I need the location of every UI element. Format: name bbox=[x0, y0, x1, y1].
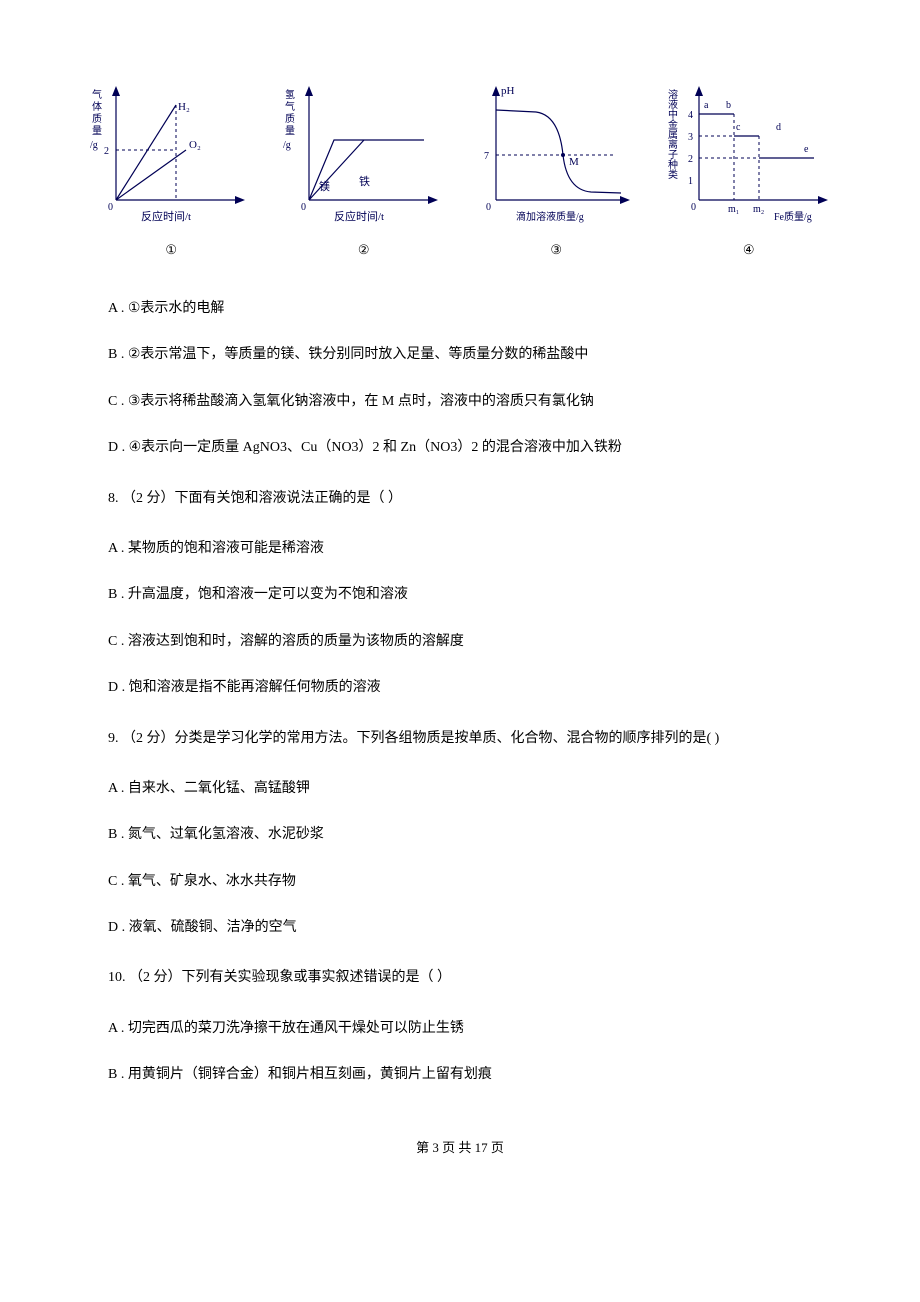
svg-text:M: M bbox=[569, 156, 579, 168]
q8-stem: 8. （2 分）下面有关饱和溶液说法正确的是（ ） bbox=[80, 488, 840, 510]
q9-stem: 9. （2 分）分类是学习化学的常用方法。下列各组物质是按单质、化合物、混合物的… bbox=[80, 728, 840, 750]
q9-option-b: B . 氮气、过氧化氢溶液、水泥砂浆 bbox=[80, 824, 840, 846]
q7-option-a: A . ①表示水的电解 bbox=[80, 298, 840, 320]
q9-option-d: D . 液氧、硫酸铜、洁净的空气 bbox=[80, 917, 840, 939]
q10-stem: 10. （2 分）下列有关实验现象或事实叙述错误的是（ ） bbox=[80, 967, 840, 989]
chart-3: pH 0 7 M 滴加溶液质量/g bbox=[471, 80, 641, 240]
svg-text:类: 类 bbox=[668, 168, 678, 181]
svg-text:量: 量 bbox=[285, 125, 295, 137]
svg-text:/g: /g bbox=[283, 140, 291, 151]
svg-text:m₁: m₁ bbox=[728, 204, 739, 215]
svg-text:体: 体 bbox=[92, 101, 102, 113]
q8-option-a: A . 某物质的饱和溶液可能是稀溶液 bbox=[80, 538, 840, 560]
chart-3-container: pH 0 7 M 滴加溶液质量/g ③ bbox=[465, 80, 648, 258]
chart-4-container: 溶 液 中 金 属 离 子 种 类 0 1 2 3 4 bbox=[658, 80, 841, 258]
q7-option-c: C . ③表示将稀盐酸滴入氢氧化钠溶液中，在 M 点时，溶液中的溶质只有氯化钠 bbox=[80, 391, 840, 413]
q8-option-d: D . 饱和溶液是指不能再溶解任何物质的溶液 bbox=[80, 677, 840, 699]
svg-text:气: 气 bbox=[285, 100, 295, 113]
charts-row: 气 体 质 量 /g 2 0 H₂ O₂ bbox=[80, 80, 840, 258]
question-10: 10. （2 分）下列有关实验现象或事实叙述错误的是（ ） A . 切完西瓜的菜… bbox=[80, 967, 840, 1086]
svg-text:量: 量 bbox=[92, 125, 102, 137]
svg-text:1: 1 bbox=[688, 176, 693, 187]
svg-text:4: 4 bbox=[688, 110, 693, 121]
chart-2-container: 氢 气 质 量 /g 0 镁 铁 反应时间/t ② bbox=[273, 80, 456, 258]
question-9: 9. （2 分）分类是学习化学的常用方法。下列各组物质是按单质、化合物、混合物的… bbox=[80, 728, 840, 940]
svg-text:b: b bbox=[726, 100, 731, 111]
q7-option-d: D . ④表示向一定质量 AgNO3、Cu（NO3）2 和 Zn（NO3）2 的… bbox=[80, 437, 840, 459]
svg-text:c: c bbox=[736, 122, 741, 133]
chart-4-number: ④ bbox=[743, 242, 755, 258]
q8-option-b: B . 升高温度，饱和溶液一定可以变为不饱和溶液 bbox=[80, 584, 840, 606]
svg-text:铁: 铁 bbox=[359, 175, 370, 188]
question-8: 8. （2 分）下面有关饱和溶液说法正确的是（ ） A . 某物质的饱和溶液可能… bbox=[80, 488, 840, 700]
svg-text:2: 2 bbox=[104, 146, 109, 157]
svg-text:滴加溶液质量/g: 滴加溶液质量/g bbox=[516, 210, 584, 223]
svg-text:0: 0 bbox=[691, 202, 696, 213]
svg-text:气: 气 bbox=[92, 88, 102, 101]
q9-option-c: C . 氧气、矿泉水、冰水共存物 bbox=[80, 871, 840, 893]
chart-1-container: 气 体 质 量 /g 2 0 H₂ O₂ bbox=[80, 80, 263, 258]
q7-option-b: B . ②表示常温下，等质量的镁、铁分别同时放入足量、等质量分数的稀盐酸中 bbox=[80, 344, 840, 366]
chart-1-number: ① bbox=[165, 242, 177, 258]
svg-text:质: 质 bbox=[285, 113, 295, 125]
svg-text:/g: /g bbox=[90, 140, 98, 151]
svg-text:2: 2 bbox=[688, 154, 693, 165]
svg-text:m₂: m₂ bbox=[753, 204, 764, 215]
svg-text:0: 0 bbox=[108, 202, 113, 213]
q8-option-c: C . 溶液达到饱和时，溶解的溶质的质量为该物质的溶解度 bbox=[80, 631, 840, 653]
svg-text:反应时间/t: 反应时间/t bbox=[334, 209, 384, 223]
question-7-options: A . ①表示水的电解 B . ②表示常温下，等质量的镁、铁分别同时放入足量、等… bbox=[80, 298, 840, 460]
chart-3-number: ③ bbox=[550, 242, 562, 258]
svg-text:d: d bbox=[776, 122, 781, 133]
svg-text:e: e bbox=[804, 144, 809, 155]
svg-text:反应时间/t: 反应时间/t bbox=[141, 209, 191, 223]
svg-text:0: 0 bbox=[486, 202, 491, 213]
svg-text:pH: pH bbox=[501, 85, 515, 97]
chart-2: 氢 气 质 量 /g 0 镁 铁 反应时间/t bbox=[279, 80, 449, 240]
svg-text:镁: 镁 bbox=[319, 179, 330, 193]
svg-text:H₂: H₂ bbox=[178, 101, 190, 113]
svg-text:3: 3 bbox=[688, 132, 693, 143]
svg-text:质: 质 bbox=[92, 113, 102, 125]
q9-option-a: A . 自来水、二氧化锰、高锰酸钾 bbox=[80, 778, 840, 800]
svg-text:0: 0 bbox=[301, 202, 306, 213]
chart-4: 溶 液 中 金 属 离 子 种 类 0 1 2 3 4 bbox=[664, 80, 834, 240]
chart-1: 气 体 质 量 /g 2 0 H₂ O₂ bbox=[86, 80, 256, 240]
svg-text:氢: 氢 bbox=[285, 88, 295, 101]
q10-option-b: B . 用黄铜片（铜锌合金）和铜片相互刻画，黄铜片上留有划痕 bbox=[80, 1064, 840, 1086]
svg-text:a: a bbox=[704, 100, 709, 111]
page-footer: 第 3 页 共 17 页 bbox=[80, 1137, 840, 1156]
svg-text:O₂: O₂ bbox=[189, 139, 201, 151]
svg-text:Fe质量/g: Fe质量/g bbox=[774, 211, 812, 223]
q10-option-a: A . 切完西瓜的菜刀洗净擦干放在通风干燥处可以防止生锈 bbox=[80, 1018, 840, 1040]
svg-text:7: 7 bbox=[484, 151, 489, 162]
chart-2-number: ② bbox=[358, 242, 370, 258]
